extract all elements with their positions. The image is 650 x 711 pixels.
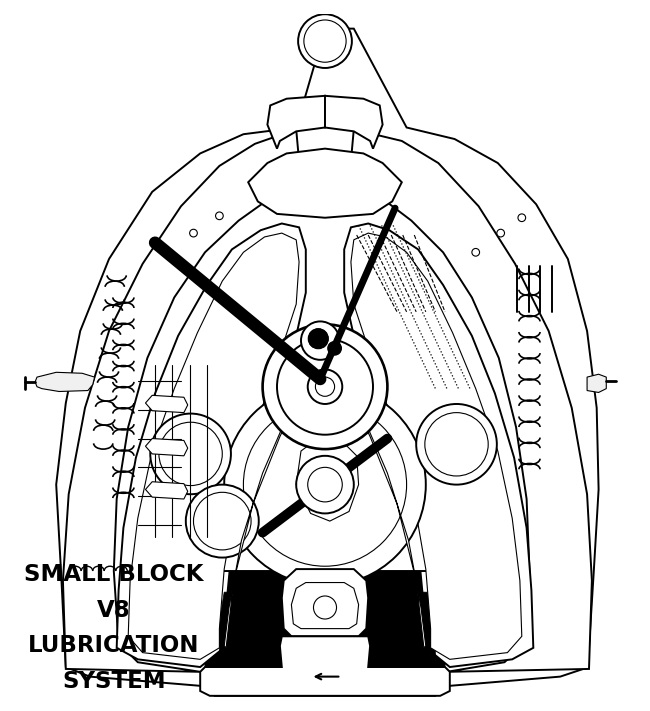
Circle shape xyxy=(425,412,488,476)
Polygon shape xyxy=(351,233,522,659)
Circle shape xyxy=(150,414,231,494)
Circle shape xyxy=(243,403,407,566)
Polygon shape xyxy=(291,582,359,629)
Text: SYSTEM: SYSTEM xyxy=(62,670,166,693)
Polygon shape xyxy=(146,439,188,456)
Polygon shape xyxy=(587,374,606,392)
Circle shape xyxy=(194,492,251,550)
Circle shape xyxy=(216,212,223,220)
Text: LUBRICATION: LUBRICATION xyxy=(28,634,200,658)
Circle shape xyxy=(309,329,328,348)
Circle shape xyxy=(416,404,497,485)
Circle shape xyxy=(186,485,259,557)
Circle shape xyxy=(277,338,373,434)
Text: V8: V8 xyxy=(97,599,131,622)
Polygon shape xyxy=(224,348,325,648)
Circle shape xyxy=(307,467,343,502)
Circle shape xyxy=(304,20,346,63)
Circle shape xyxy=(168,252,176,260)
Polygon shape xyxy=(267,96,325,149)
Circle shape xyxy=(472,248,480,256)
Polygon shape xyxy=(146,395,188,412)
Circle shape xyxy=(296,456,354,513)
Polygon shape xyxy=(200,636,450,696)
Polygon shape xyxy=(282,569,368,636)
Polygon shape xyxy=(296,437,359,521)
Circle shape xyxy=(313,596,337,619)
Polygon shape xyxy=(205,566,445,694)
Circle shape xyxy=(224,384,426,585)
Circle shape xyxy=(309,329,328,348)
Circle shape xyxy=(159,422,222,486)
Polygon shape xyxy=(146,482,188,499)
Circle shape xyxy=(307,370,343,404)
Polygon shape xyxy=(35,373,95,392)
Polygon shape xyxy=(128,233,299,659)
Circle shape xyxy=(263,324,387,449)
Circle shape xyxy=(518,214,526,222)
Polygon shape xyxy=(210,346,440,571)
Text: SMALL BLOCK: SMALL BLOCK xyxy=(24,563,203,587)
Polygon shape xyxy=(56,28,599,696)
Polygon shape xyxy=(220,592,436,686)
Polygon shape xyxy=(325,348,426,648)
Polygon shape xyxy=(248,149,402,218)
Circle shape xyxy=(315,377,335,396)
Circle shape xyxy=(301,321,339,360)
Circle shape xyxy=(328,341,341,355)
Polygon shape xyxy=(344,223,533,667)
Polygon shape xyxy=(349,129,592,672)
Circle shape xyxy=(497,229,504,237)
Polygon shape xyxy=(117,223,306,667)
Polygon shape xyxy=(63,129,301,672)
Polygon shape xyxy=(325,96,383,149)
Circle shape xyxy=(298,14,352,68)
Circle shape xyxy=(190,229,198,237)
